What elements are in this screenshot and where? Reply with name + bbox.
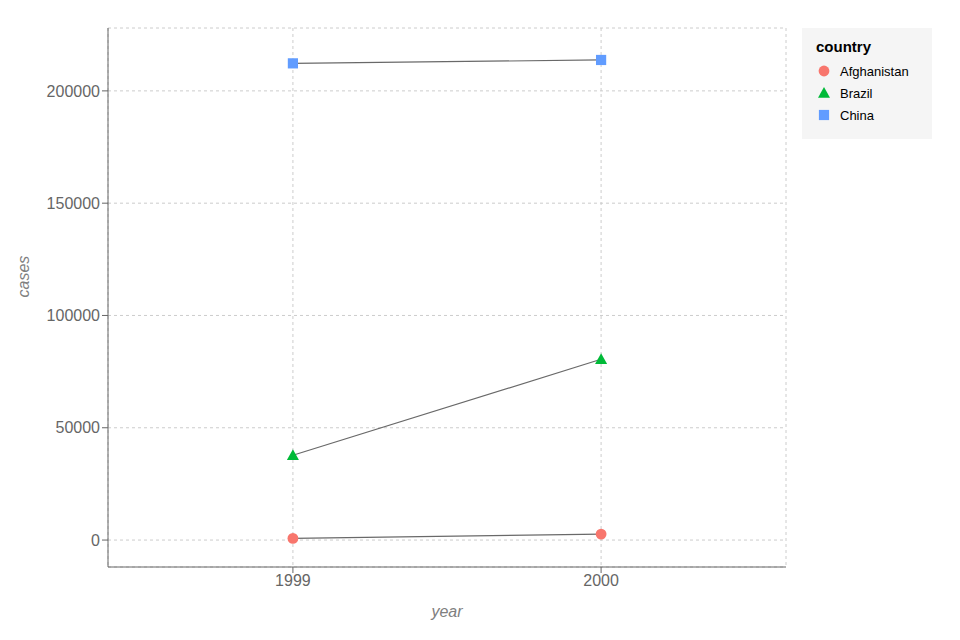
html-text:China: China xyxy=(840,107,874,123)
svg-text:2000: 2000 xyxy=(583,572,619,589)
svg-text:150000: 150000 xyxy=(47,195,100,212)
svg-text:year: year xyxy=(430,603,463,620)
svg-text:0: 0 xyxy=(91,532,100,549)
svg-text:100000: 100000 xyxy=(47,307,100,324)
html-text:Brazil: Brazil xyxy=(840,85,873,101)
svg-text:50000: 50000 xyxy=(56,419,101,436)
html-text:country: country xyxy=(816,38,871,55)
html-text:Afghanistan: Afghanistan xyxy=(840,63,909,79)
svg-text:200000: 200000 xyxy=(47,83,100,100)
svg-text:cases: cases xyxy=(15,256,32,298)
svg-text:1999: 1999 xyxy=(275,572,311,589)
